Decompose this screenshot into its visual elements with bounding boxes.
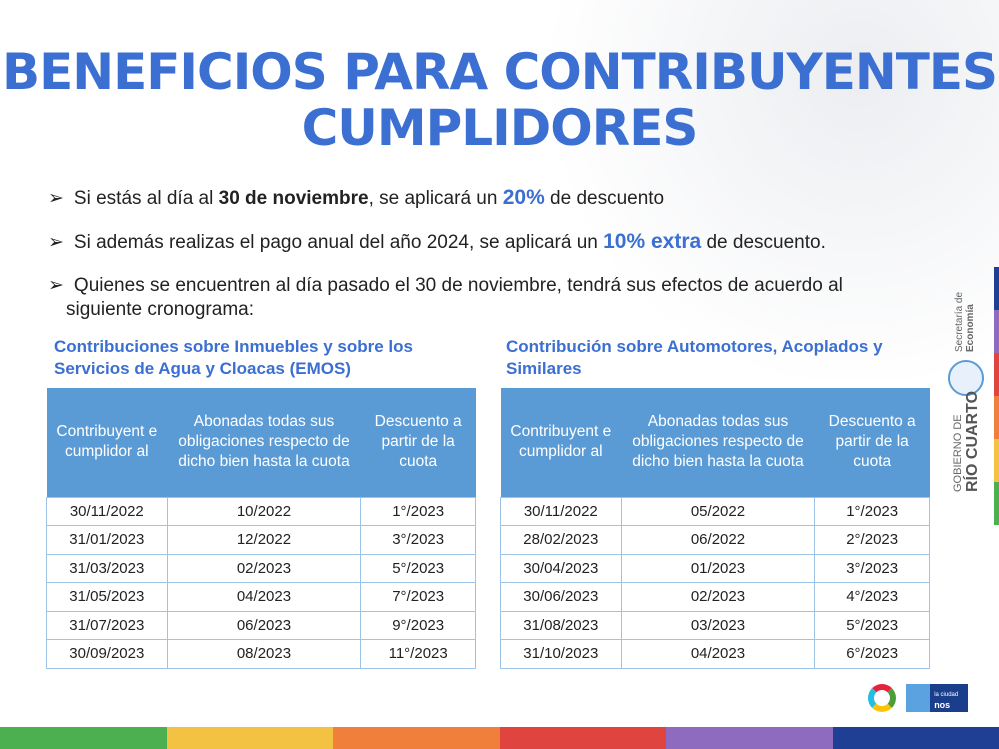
- rio-cuarto-logo-icon: [948, 360, 984, 396]
- arrowhead-bullet-icon: ➢: [48, 232, 64, 253]
- table-cell: 11°/2023: [360, 639, 476, 669]
- table-cell: 9°/2023: [360, 610, 476, 640]
- table-row: 30/04/2023 01/2023 3°/2023: [500, 553, 930, 583]
- table-cell: 01/2023: [620, 553, 816, 583]
- table-cell: 3°/2023: [814, 553, 930, 583]
- table-cell: 30/09/2023: [46, 639, 168, 669]
- arrowhead-bullet-icon: ➢: [48, 188, 64, 209]
- table-row: 28/02/2023 06/2022 2°/2023: [500, 525, 930, 555]
- table-cell: 31/10/2023: [500, 639, 622, 669]
- bullet-3: ➢ Quienes se encuentren al día pasado el …: [48, 275, 843, 320]
- table-cell: 08/2023: [166, 639, 362, 669]
- table-cell: 02/2023: [620, 582, 816, 612]
- table-1-title: Contribuciones sobre Inmuebles y sobre l…: [54, 337, 413, 378]
- table-row: 31/01/2023 12/2022 3°/2023: [46, 525, 476, 555]
- table-2-title: Contribución sobre Automotores, Acoplado…: [506, 337, 883, 378]
- table-row: 30/06/2023 02/2023 4°/2023: [500, 582, 930, 612]
- table-row: 30/11/2022 05/2022 1°/2023: [500, 496, 930, 526]
- table-cell: 31/03/2023: [46, 553, 168, 583]
- table-row: 31/03/2023 02/2023 5°/2023: [46, 553, 476, 583]
- table-cell: 6°/2023: [814, 639, 930, 669]
- table-row: 31/10/2023 04/2023 6°/2023: [500, 639, 930, 669]
- table-cell: 04/2023: [166, 582, 362, 612]
- table-cell: 30/04/2023: [500, 553, 622, 583]
- table-cell: 31/01/2023: [46, 525, 168, 555]
- table-row: 31/07/2023 06/2023 9°/2023: [46, 610, 476, 640]
- table-row: 31/05/2023 04/2023 7°/2023: [46, 582, 476, 612]
- table-row: 30/09/2023 08/2023 11°/2023: [46, 639, 476, 669]
- column-header: Abonadas todas sus obligaciones respecto…: [621, 388, 815, 497]
- table-cell: 06/2023: [166, 610, 362, 640]
- bullet-2: ➢ Si además realizas el pago anual del añ…: [48, 230, 826, 253]
- table-cell: 28/02/2023: [500, 525, 622, 555]
- table-row: 30/11/2022 10/2022 1°/2023: [46, 496, 476, 526]
- table-cell: 4°/2023: [814, 582, 930, 612]
- bullet-1: ➢ Si estás al día al 30 de noviembre, se …: [48, 186, 665, 209]
- table-cell: 12/2022: [166, 525, 362, 555]
- table-cell: 30/11/2022: [500, 496, 622, 526]
- background-pattern: [529, 0, 999, 380]
- table-cell: 5°/2023: [814, 610, 930, 640]
- table-cell: 31/07/2023: [46, 610, 168, 640]
- secretaria-label: Secretaría de Economía: [954, 291, 976, 352]
- table-header-row: Contribuyent e cumplidor al Abonadas toda…: [500, 388, 930, 497]
- column-header: Contribuyent e cumplidor al: [500, 388, 622, 497]
- table-cell: 30/11/2022: [46, 496, 168, 526]
- arrowhead-bullet-icon: ➢: [48, 275, 64, 296]
- column-header: Contribuyent e cumplidor al: [46, 388, 168, 497]
- table-cell: 10/2022: [166, 496, 362, 526]
- table-cell: 31/05/2023: [46, 582, 168, 612]
- column-header: Descuento a partir de la cuota: [360, 388, 476, 497]
- table-cell: 02/2023: [166, 553, 362, 583]
- table-cell: 31/08/2023: [500, 610, 622, 640]
- inmuebles-schedule-table: Contribuyent e cumplidor al Abonadas toda…: [46, 388, 476, 669]
- gobierno-label: GOBIERNO DE RÍO CUARTO: [952, 390, 981, 492]
- table-cell: 7°/2023: [360, 582, 476, 612]
- sdg-wheel-icon: [868, 684, 896, 712]
- table-header-row: Contribuyent e cumplidor al Abonadas toda…: [46, 388, 476, 497]
- automotores-schedule-table: Contribuyent e cumplidor al Abonadas toda…: [500, 388, 930, 669]
- table-row: 31/08/2023 03/2023 5°/2023: [500, 610, 930, 640]
- table-cell: 1°/2023: [814, 496, 930, 526]
- table-cell: 30/06/2023: [500, 582, 622, 612]
- table-cell: 3°/2023: [360, 525, 476, 555]
- table-cell: 2°/2023: [814, 525, 930, 555]
- page-title: BENEFICIOS PARA CONTRIBUYENTES CUMPLIDORE…: [1, 43, 998, 157]
- table-cell: 04/2023: [620, 639, 816, 669]
- right-color-strip: [994, 267, 999, 525]
- table-cell: 06/2022: [620, 525, 816, 555]
- table-cell: 1°/2023: [360, 496, 476, 526]
- table-cell: 03/2023: [620, 610, 816, 640]
- table-cell: 05/2022: [620, 496, 816, 526]
- column-header: Descuento a partir de la cuota: [814, 388, 930, 497]
- table-cell: 5°/2023: [360, 553, 476, 583]
- bottom-color-strip: [0, 727, 999, 749]
- column-header: Abonadas todas sus obligaciones respecto…: [167, 388, 361, 497]
- nos-une-logo: la ciudad nos une: [906, 684, 968, 720]
